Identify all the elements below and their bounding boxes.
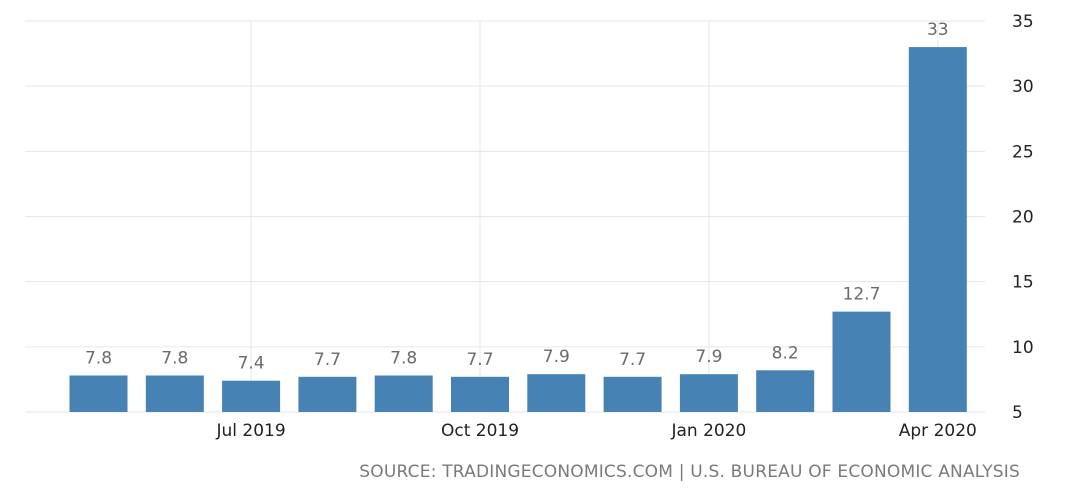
data-label-mar-2020: 12.7	[843, 285, 881, 305]
bar-dec-2019	[603, 376, 662, 412]
bar-apr-2020	[908, 47, 967, 413]
x-tick-label-jul-2019: Jul 2019	[216, 421, 286, 441]
y-tick-label-35: 35	[1012, 12, 1034, 32]
data-label-dec-2019: 7.7	[619, 350, 646, 370]
data-label-aug-2019: 7.7	[314, 350, 341, 370]
y-tick-label-25: 25	[1012, 142, 1034, 162]
bar-may-2019	[69, 375, 128, 412]
x-tick-label-oct-2019: Oct 2019	[441, 421, 519, 441]
y-tick-label-10: 10	[1012, 338, 1034, 358]
bar-feb-2020	[756, 370, 815, 412]
data-label-nov-2019: 7.9	[543, 347, 570, 367]
bar-mar-2020	[832, 311, 891, 412]
data-label-apr-2020: 33	[927, 20, 949, 40]
y-tick-label-20: 20	[1012, 208, 1034, 228]
bar-jan-2020	[679, 374, 738, 412]
bar-aug-2019	[298, 376, 357, 412]
y-tick-label-30: 30	[1012, 77, 1034, 97]
source-caption: SOURCE: TRADINGECONOMICS.COM | U.S. BURE…	[359, 462, 1020, 482]
bar-series	[69, 47, 967, 413]
bar-sep-2019	[374, 375, 433, 412]
y-tick-label-5: 5	[1012, 403, 1023, 423]
y-axis-tick-labels: 5 10 15 20 25 30 35	[1012, 12, 1034, 423]
x-axis-tick-labels: Jul 2019 Oct 2019 Jan 2020 Apr 2020	[216, 421, 977, 441]
bar-oct-2019	[451, 376, 509, 412]
data-label-oct-2019: 7.7	[466, 350, 493, 370]
horizontal-gridlines	[25, 20, 985, 413]
bar-nov-2019	[527, 374, 586, 412]
bar-jul-2019	[222, 380, 281, 412]
y-tick-label-15: 15	[1012, 273, 1034, 293]
x-tick-label-apr-2020: Apr 2020	[899, 421, 977, 441]
data-label-feb-2020: 8.2	[772, 343, 799, 363]
data-label-jan-2020: 7.9	[695, 347, 722, 367]
data-labels: 7.8 7.8 7.4 7.7 7.8 7.7 7.9 7.7 7.9 8.2 12.7 33	[85, 20, 949, 374]
data-label-jul-2019: 7.4	[238, 354, 265, 374]
data-label-jun-2019: 7.8	[161, 349, 188, 369]
bar-jun-2019	[145, 375, 204, 412]
x-tick-label-jan-2020: Jan 2020	[670, 421, 746, 441]
data-label-sep-2019: 7.8	[390, 349, 417, 369]
data-label-may-2019: 7.8	[85, 349, 112, 369]
